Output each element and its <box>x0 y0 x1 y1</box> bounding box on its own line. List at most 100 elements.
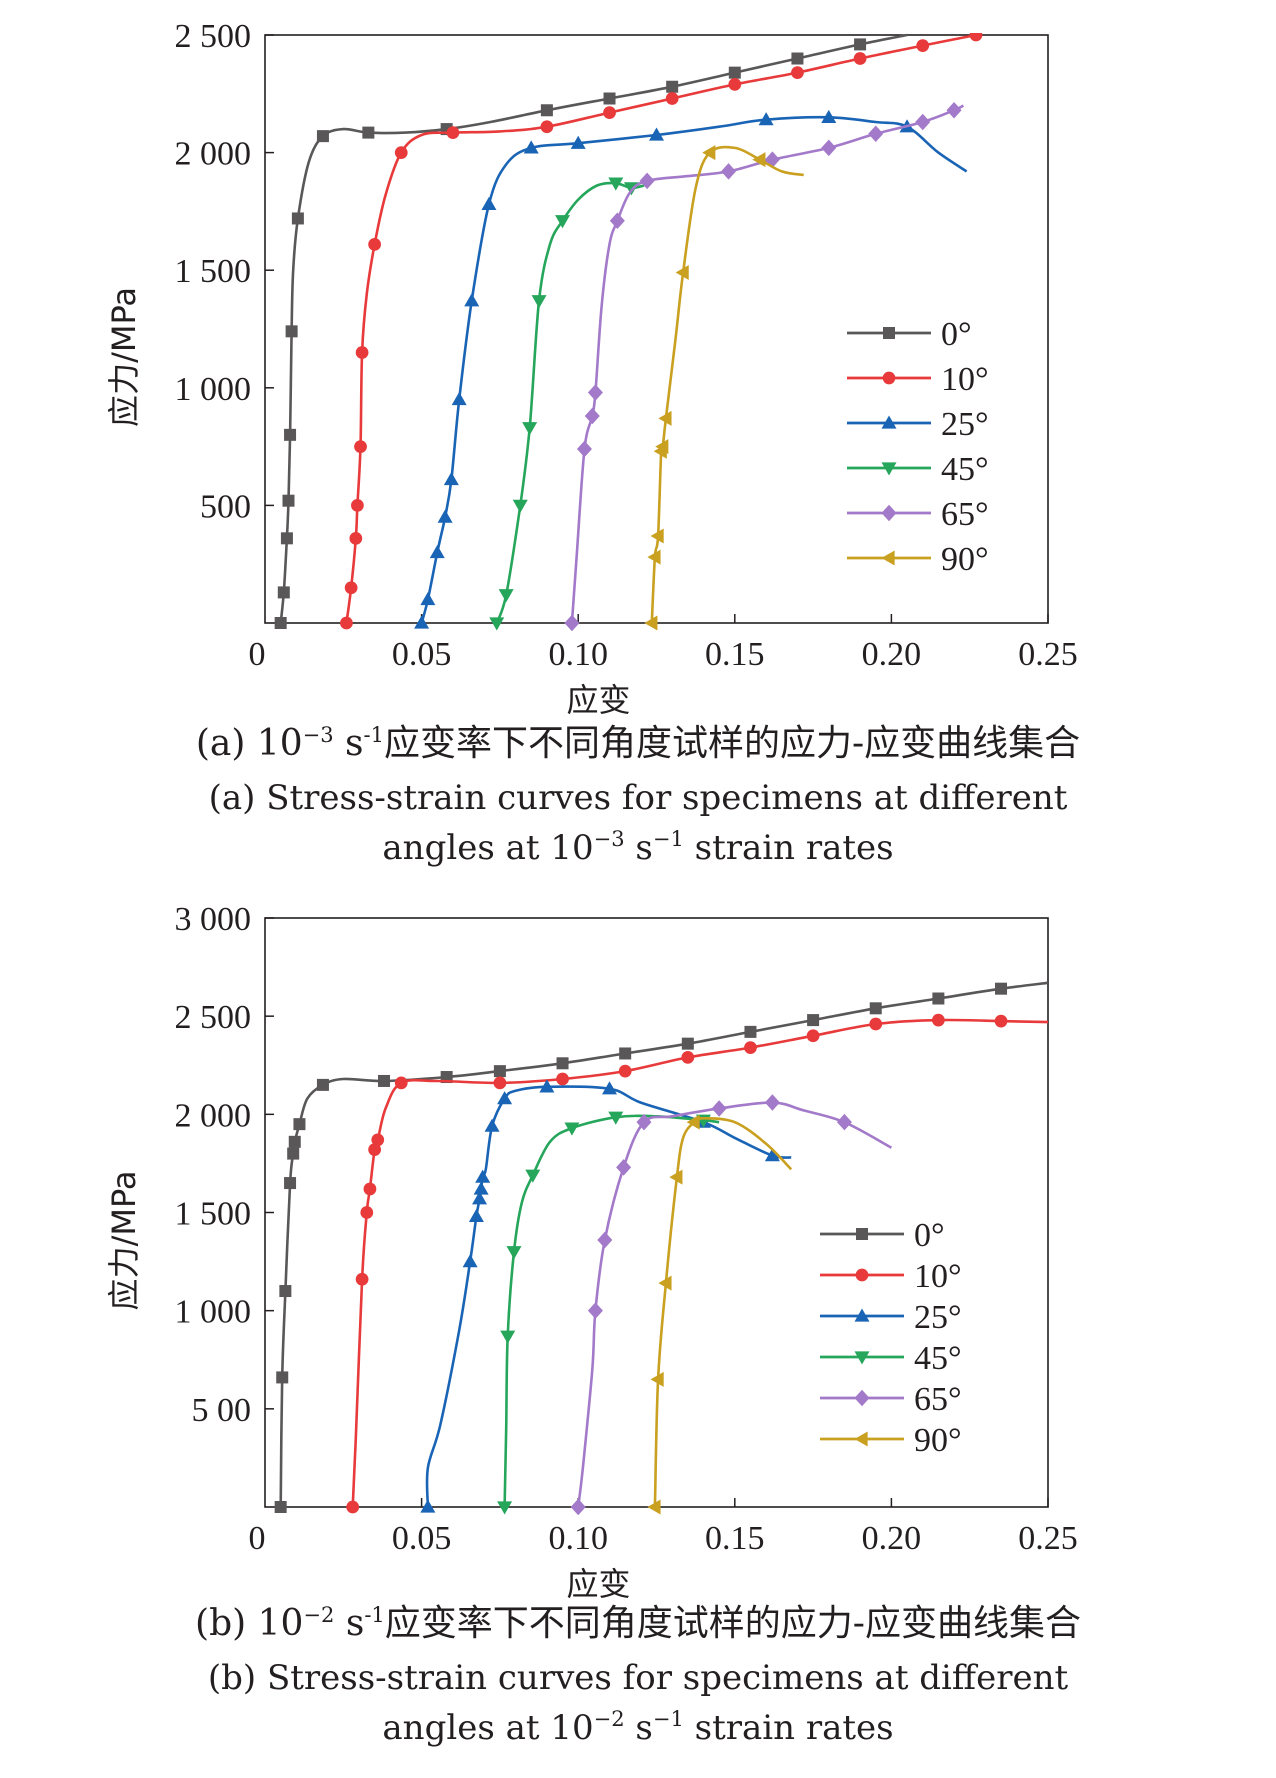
b-point-25deg <box>472 1191 488 1205</box>
b-legend-label-45deg: 45° <box>914 1340 962 1377</box>
b-point-0deg <box>681 1037 694 1050</box>
a-point-25deg <box>821 109 837 123</box>
a-point-25deg <box>570 135 586 149</box>
a-point-45deg <box>531 295 547 309</box>
a-y-tick-label: 1 500 <box>175 253 252 290</box>
a-point-65deg <box>576 440 592 458</box>
a-point-10deg <box>344 581 358 595</box>
a-point-25deg <box>429 544 445 559</box>
a-legend-label-0deg: 0° <box>941 316 972 353</box>
a-point-0deg <box>316 130 329 143</box>
a-point-10deg <box>969 33 983 42</box>
a-point-45deg <box>512 499 528 513</box>
a-point-45deg <box>555 215 571 229</box>
caption-a-en-line1: (a) Stress-strain curves for specimens a… <box>208 778 1068 818</box>
a-x-tick-label: 0.25 <box>1018 636 1078 673</box>
a-y-axis-title: 应力/MPa <box>105 287 143 427</box>
b-point-90deg <box>669 1169 683 1185</box>
a-legend-label-45deg: 45° <box>941 451 989 488</box>
b-line-25deg <box>425 1085 792 1508</box>
panel-a: 0.05 0.10 0.15 0.20 0.25 0 500 1 000 1 500 2 000 2… <box>0 0 1276 880</box>
a-point-25deg <box>437 509 453 523</box>
b-legend-marker-10deg <box>855 1268 869 1282</box>
b-point-0deg <box>288 1135 301 1148</box>
a-x-axis-title: 应变 <box>566 681 630 719</box>
b-point-45deg <box>500 1330 516 1344</box>
a-x-tick-label: 0.05 <box>392 636 452 673</box>
a-point-65deg <box>915 113 931 131</box>
b-legend-marker-45deg <box>854 1351 870 1365</box>
a-legend-label-65deg: 65° <box>941 496 989 533</box>
a-point-65deg <box>587 384 603 401</box>
b-point-45deg <box>608 1111 624 1125</box>
b-legend-label-10deg: 10° <box>914 1258 962 1295</box>
a-series-0deg <box>274 33 908 629</box>
a-point-25deg <box>420 591 436 606</box>
b-point-90deg <box>647 1499 661 1515</box>
caption-b-cn: (b) 10−2 s-1应变率下不同角度试样的应力-应变曲线集合 <box>195 1603 1081 1644</box>
a-series-45deg <box>489 177 645 631</box>
a-point-0deg <box>277 586 290 599</box>
b-point-25deg <box>468 1208 484 1223</box>
b-point-0deg <box>807 1014 820 1027</box>
a-point-25deg <box>481 196 497 210</box>
b-point-0deg <box>276 1371 289 1384</box>
b-point-10deg <box>744 1041 757 1054</box>
b-x-tick-label: 0.05 <box>392 1520 452 1557</box>
a-point-90deg <box>752 152 766 168</box>
a-line-90deg <box>650 145 804 624</box>
b-legend-label-25deg: 25° <box>914 1299 962 1336</box>
a-point-25deg <box>649 127 664 141</box>
a-point-25deg <box>414 615 430 629</box>
b-series-25deg <box>420 1079 792 1513</box>
b-series-65deg <box>570 1094 893 1515</box>
a-point-10deg <box>340 616 353 630</box>
b-point-90deg <box>658 1275 672 1291</box>
b-point-0deg <box>556 1057 569 1070</box>
b-point-0deg <box>279 1285 292 1298</box>
a-legend-marker-65deg <box>881 504 897 522</box>
a-y-tick-label: 2 000 <box>175 136 252 173</box>
b-point-65deg <box>636 1113 652 1131</box>
b-line-10deg <box>351 1018 1048 1508</box>
b-point-90deg <box>650 1371 664 1387</box>
b-legend-marker-0deg <box>856 1228 868 1240</box>
caption-a-cn: (a) 10−3 s-1应变率下不同角度试样的应力-应变曲线集合 <box>195 723 1081 764</box>
a-legend-marker-0deg <box>883 327 895 339</box>
b-point-10deg <box>493 1076 507 1090</box>
b-y-tick-label: 1 500 <box>175 1196 252 1233</box>
a-point-0deg <box>362 126 375 139</box>
a-point-10deg <box>368 237 381 251</box>
b-point-0deg <box>316 1078 329 1091</box>
a-legend-marker-90deg <box>881 550 895 566</box>
a-point-0deg <box>666 80 679 93</box>
b-point-25deg <box>764 1148 780 1162</box>
a-series-10deg <box>340 33 983 630</box>
a-x-tick-label: 0.10 <box>548 636 608 673</box>
b-x-axis-title: 应变 <box>566 1565 630 1600</box>
b-legend-label-0deg: 0° <box>914 1217 945 1254</box>
a-point-90deg <box>658 410 672 426</box>
b-point-25deg <box>420 1499 436 1513</box>
b-series-10deg <box>346 1013 1048 1514</box>
b-point-0deg <box>493 1065 506 1078</box>
a-point-45deg <box>522 422 538 436</box>
a-point-0deg <box>791 52 804 65</box>
b-x-tick-label: 0.15 <box>705 1520 765 1557</box>
a-point-25deg <box>443 472 459 486</box>
chart-b: 0.05 0.10 0.15 0.20 0.25 0 5 00 1 000 1 500 2 000… <box>105 901 1078 1600</box>
a-x-tick-label: 0.15 <box>705 636 765 673</box>
b-point-10deg <box>355 1272 369 1286</box>
a-point-10deg <box>665 92 679 105</box>
b-x-tick-label: 0.25 <box>1018 1520 1078 1557</box>
a-point-65deg <box>721 163 737 180</box>
a-point-0deg <box>291 212 304 225</box>
b-point-10deg <box>394 1076 408 1090</box>
a-point-65deg <box>584 407 600 425</box>
b-y-axis-title: 应力/MPa <box>105 1171 143 1311</box>
b-point-25deg <box>473 1181 489 1195</box>
a-series-65deg <box>564 102 964 631</box>
a-point-10deg <box>540 120 554 134</box>
b-point-10deg <box>371 1133 385 1147</box>
b-legend-marker-65deg <box>854 1389 870 1407</box>
